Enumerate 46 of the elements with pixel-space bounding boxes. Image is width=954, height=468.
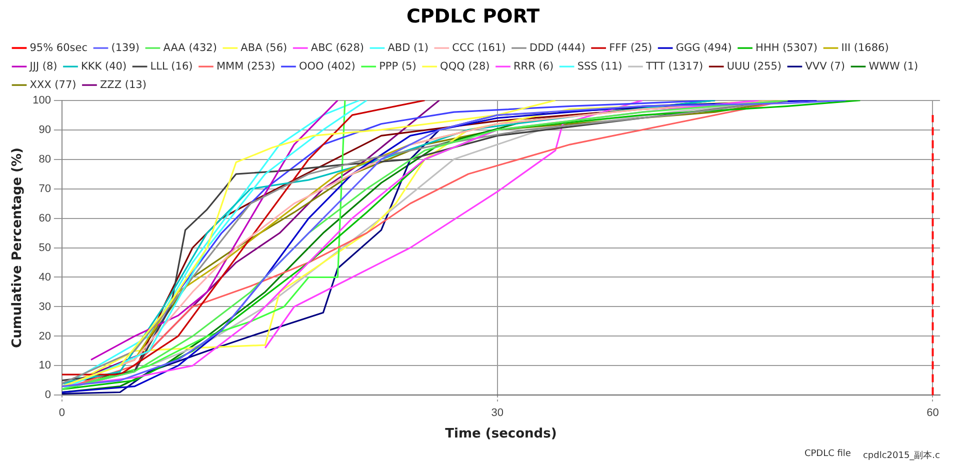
legend-label: JJJ (8)	[28, 60, 58, 72]
y-tick-label: 70	[38, 182, 51, 195]
legend-label: PPP (5)	[379, 60, 416, 72]
legend-label: (139)	[111, 42, 140, 54]
legend-label: ABC (628)	[310, 42, 364, 54]
legend-label: III (1686)	[841, 42, 889, 54]
legend-label: ABA (56)	[240, 42, 288, 54]
y-tick-label: 100	[32, 94, 51, 106]
text: cpdlc2015_副本.c	[862, 450, 940, 462]
legend-label: GGG (494)	[676, 42, 732, 54]
x-tick-label: 30	[491, 406, 504, 419]
y-tick-label: 80	[38, 153, 51, 166]
y-tick-label: 90	[38, 124, 51, 136]
legend-label: FFF (25)	[609, 42, 652, 54]
x-tick-label: 0	[58, 406, 66, 419]
legend-label: HHH (5307)	[756, 42, 818, 54]
legend-label: DDD (444)	[529, 42, 586, 54]
legend-label: MMM (253)	[216, 60, 276, 72]
y-tick-label: 60	[38, 212, 51, 224]
legend-label: XXX (77)	[30, 78, 76, 91]
legend-label: KKK (40)	[81, 60, 127, 72]
x-axis-title: Time (seconds)	[445, 426, 557, 442]
chart-title: CPDLC PORT	[406, 5, 540, 28]
y-tick-label: 30	[38, 300, 51, 313]
y-axis-title: Cumulative Percentage (%)	[10, 148, 26, 348]
legend-label: TTT (1317)	[644, 60, 704, 72]
legend-label: VVV (7)	[805, 60, 845, 72]
legend-label: RRR (6)	[513, 60, 554, 72]
legend-label: CCC (161)	[452, 42, 506, 54]
legend-label: WWW (1)	[868, 60, 918, 72]
legend-label: SSS (11)	[577, 60, 622, 72]
legend-label: AAA (432)	[163, 42, 217, 54]
y-tick-label: 10	[38, 360, 51, 372]
text: CPDLC file	[804, 449, 851, 461]
x-tick-label: 60	[926, 406, 939, 419]
legend-label: 95% 60sec	[30, 42, 88, 54]
legend-label: OOO (402)	[298, 60, 356, 72]
y-tick-label: 50	[38, 242, 51, 254]
y-tick-label: 20	[38, 330, 51, 342]
legend-label: ABD (1)	[388, 42, 428, 54]
y-tick-label: 0	[44, 389, 51, 402]
y-tick-label: 40	[38, 271, 51, 284]
legend-label: QQQ (28)	[440, 60, 490, 72]
legend-label: LLL (16)	[150, 60, 193, 72]
legend-label: ZZZ (13)	[100, 78, 146, 91]
legend-label: UUU (255)	[726, 60, 782, 72]
